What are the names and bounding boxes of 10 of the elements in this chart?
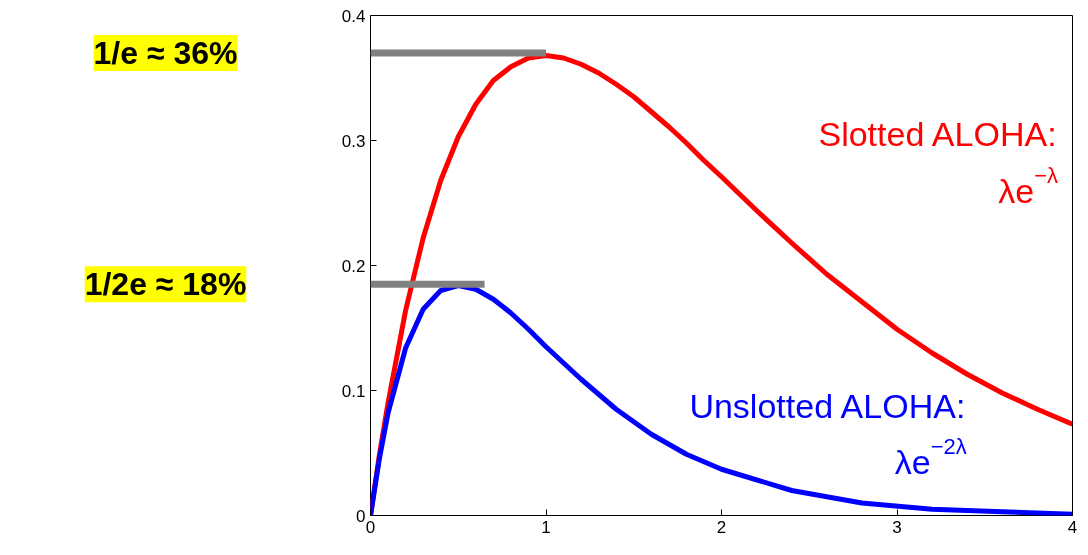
text: 1/2e ≈ 18% (84, 266, 247, 303)
y-tick-label: 0.2 (341, 256, 366, 276)
x-tick-label: 3 (892, 517, 902, 537)
x-tick-label: 2 (716, 517, 727, 537)
y-tick-label: 0.3 (341, 131, 366, 151)
x-tick-label: 1 (541, 517, 551, 537)
y-tick-label: 0.1 (341, 381, 366, 401)
x-tick-label: 4 (1067, 517, 1078, 537)
y-tick-label: 0.4 (341, 6, 366, 26)
text: 1/e ≈ 36% (93, 35, 238, 71)
